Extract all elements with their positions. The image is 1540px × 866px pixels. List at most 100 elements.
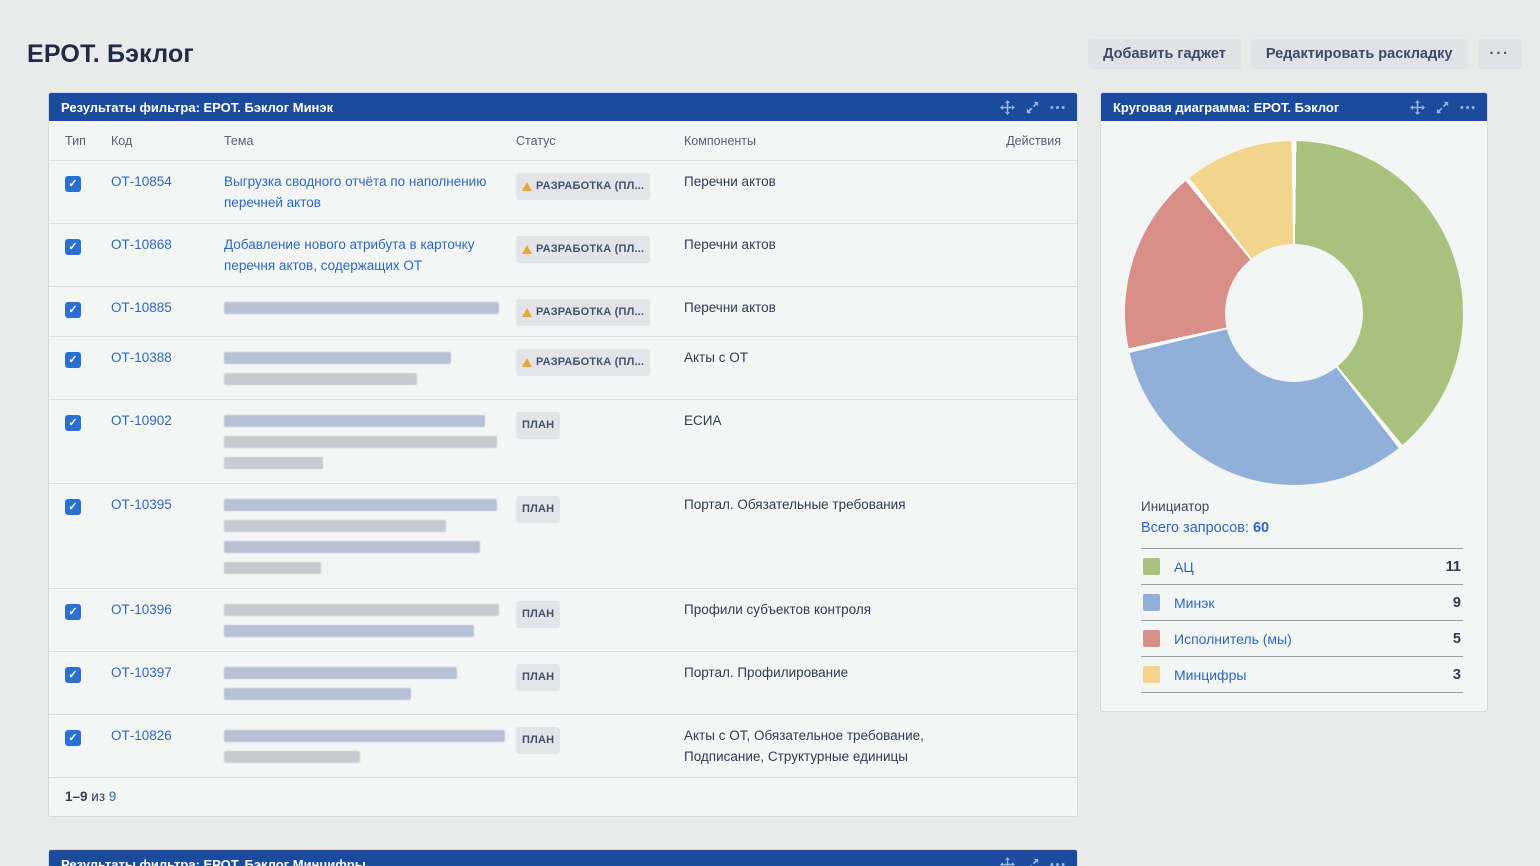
status-label: ПЛАН: [522, 671, 555, 683]
redacted-text-bar: [224, 667, 457, 679]
legend-label-link[interactable]: Минцифры: [1174, 666, 1247, 683]
issue-key-link[interactable]: ОТ-10397: [111, 665, 172, 680]
table-row: ✓ ОТ-10885 РАЗРАБОТКА (ПЛ... Перечни актов: [49, 287, 1077, 337]
type-cell: ✓: [65, 224, 111, 266]
legend-label-link[interactable]: АЦ: [1174, 558, 1194, 575]
dashboard-more-button[interactable]: ···: [1477, 38, 1522, 70]
actions-cell: [984, 715, 1061, 735]
move-gadget-icon[interactable]: [1410, 99, 1425, 115]
table-row: ✓ ОТ-10396 ПЛАН Профили субъектов контроля: [49, 589, 1077, 652]
pagination-total-link[interactable]: 9: [108, 789, 117, 804]
summary-cell: [224, 484, 516, 588]
status-cell: РАЗРАБОТКА (ПЛ...: [516, 161, 684, 210]
status-cell: ПЛАН: [516, 589, 684, 638]
in-development-icon: [522, 308, 532, 317]
redacted-text-bar: [224, 499, 497, 511]
actions-cell: [984, 337, 1061, 357]
legend-label-link[interactable]: Минэк: [1174, 594, 1215, 611]
issue-key-link[interactable]: ОТ-10885: [111, 300, 172, 315]
status-label: ПЛАН: [522, 419, 555, 431]
move-gadget-icon[interactable]: [1000, 99, 1015, 115]
summary-cell: [224, 715, 516, 777]
filter-results-gadget-mincifry: Результаты фильтра: ЕРОТ. Бэклог Минцифр…: [48, 849, 1078, 866]
status-badge: РАЗРАБОТКА (ПЛ...: [516, 299, 651, 326]
issue-summary-link[interactable]: Добавление нового атрибута в карточку: [224, 237, 475, 252]
key-cell: ОТ-10397: [111, 652, 224, 693]
page-title: ЕРОТ. Бэклог: [27, 39, 195, 68]
type-cell: ✓: [65, 715, 111, 757]
issue-key-link[interactable]: ОТ-10826: [111, 728, 172, 743]
status-label: РАЗРАБОТКА (ПЛ...: [536, 356, 645, 368]
expand-gadget-icon[interactable]: [1026, 858, 1039, 866]
gadget-header: Результаты фильтра: ЕРОТ. Бэклог Минэк: [49, 93, 1077, 121]
status-cell: РАЗРАБОТКА (ПЛ...: [516, 224, 684, 273]
column-header-components: Компоненты: [684, 134, 757, 148]
components-cell: ЕСИА: [684, 413, 722, 428]
table-row: ✓ ОТ-10397 ПЛАН Портал. Профилирование: [49, 652, 1077, 715]
actions-cell: [984, 652, 1061, 672]
chart-total-label: Всего запросов:: [1141, 520, 1249, 536]
components-cell: Акты с ОТ: [684, 350, 748, 365]
components-cell: Перечни актов: [684, 174, 776, 189]
gadget-more-icon[interactable]: [1460, 105, 1475, 110]
chart-legend: АЦ 11 Минэк 9 Исполнитель (мы) 5 Минцифры 3: [1141, 548, 1463, 693]
gadget-more-icon[interactable]: [1050, 105, 1065, 110]
actions-cell: [984, 161, 1061, 181]
issue-key-link[interactable]: ОТ-10868: [111, 237, 172, 252]
issue-summary-link[interactable]: перечней актов: [224, 195, 321, 210]
column-header-actions: Действия: [1006, 134, 1061, 148]
status-badge: РАЗРАБОТКА (ПЛ...: [516, 173, 651, 200]
redacted-text-bar: [224, 302, 500, 314]
pagination-of: из: [87, 789, 109, 804]
task-type-icon: ✓: [65, 667, 81, 683]
table-row: ✓ ОТ-10826 ПЛАН Акты с ОТ, Обязательное тре…: [49, 715, 1077, 778]
gadget-title: Результаты фильтра: ЕРОТ. Бэклог Минцифр…: [61, 856, 366, 866]
legend-value: 9: [1452, 594, 1461, 611]
task-type-icon: ✓: [65, 499, 81, 515]
gadget-title: Результаты фильтра: ЕРОТ. Бэклог Минэк: [61, 99, 334, 115]
summary-cell: Выгрузка сводного отчёта по наполнению пе…: [224, 161, 516, 223]
components-cell: Профили субъектов контроля: [684, 602, 872, 617]
status-label: РАЗРАБОТКА (ПЛ...: [536, 243, 645, 255]
status-label: РАЗРАБОТКА (ПЛ...: [536, 306, 645, 318]
expand-gadget-icon[interactable]: [1026, 101, 1039, 114]
issue-summary-link[interactable]: Выгрузка сводного отчёта по наполнению: [224, 174, 487, 189]
dashboard-topbar: ЕРОТ. Бэклог Добавить гаджет Редактирова…: [0, 0, 1540, 78]
gadget-more-icon[interactable]: [1050, 862, 1065, 866]
task-type-icon: ✓: [65, 239, 81, 255]
type-cell: ✓: [65, 400, 111, 442]
expand-gadget-icon[interactable]: [1436, 101, 1449, 114]
status-cell: РАЗРАБОТКА (ПЛ...: [516, 287, 684, 336]
move-gadget-icon[interactable]: [1000, 856, 1015, 866]
actions-cell: [984, 589, 1061, 609]
gadget-header: Результаты фильтра: ЕРОТ. Бэклог Минцифр…: [49, 850, 1077, 866]
status-label: ПЛАН: [522, 734, 555, 746]
components-cell: Перечни актов: [684, 237, 776, 252]
table-row: ✓ ОТ-10388 РАЗРАБОТКА (ПЛ... Акты с ОТ: [49, 337, 1077, 400]
add-gadget-button[interactable]: Добавить гаджет: [1088, 38, 1241, 70]
redacted-text-bar: [224, 604, 500, 616]
status-badge: ПЛАН: [516, 727, 561, 754]
issue-key-link[interactable]: ОТ-10854: [111, 174, 172, 189]
issue-key-link[interactable]: ОТ-10902: [111, 413, 172, 428]
issue-key-link[interactable]: ОТ-10396: [111, 602, 172, 617]
status-badge: ПЛАН: [516, 664, 561, 691]
issue-key-link[interactable]: ОТ-10388: [111, 350, 172, 365]
legend-swatch: [1143, 558, 1160, 575]
chart-total-value-link[interactable]: 60: [1252, 520, 1270, 536]
type-cell: ✓: [65, 287, 111, 329]
status-cell: РАЗРАБОТКА (ПЛ...: [516, 337, 684, 386]
status-badge: РАЗРАБОТКА (ПЛ...: [516, 349, 651, 376]
legend-label-link[interactable]: Исполнитель (мы): [1174, 630, 1292, 647]
edit-layout-button[interactable]: Редактировать раскладку: [1250, 38, 1468, 70]
issue-summary-link[interactable]: перечня актов, содержащих ОТ: [224, 258, 423, 273]
actions-cell: [984, 287, 1061, 307]
table-row: ✓ ОТ-10902 ПЛАН ЕСИА: [49, 400, 1077, 484]
donut-chart[interactable]: [1125, 141, 1463, 485]
summary-cell: [224, 400, 516, 483]
redacted-text-bar: [224, 436, 497, 448]
task-type-icon: ✓: [65, 352, 81, 368]
redacted-text-bar: [224, 352, 452, 364]
components-cell: Портал. Обязательные требования: [684, 497, 906, 512]
issue-key-link[interactable]: ОТ-10395: [111, 497, 172, 512]
